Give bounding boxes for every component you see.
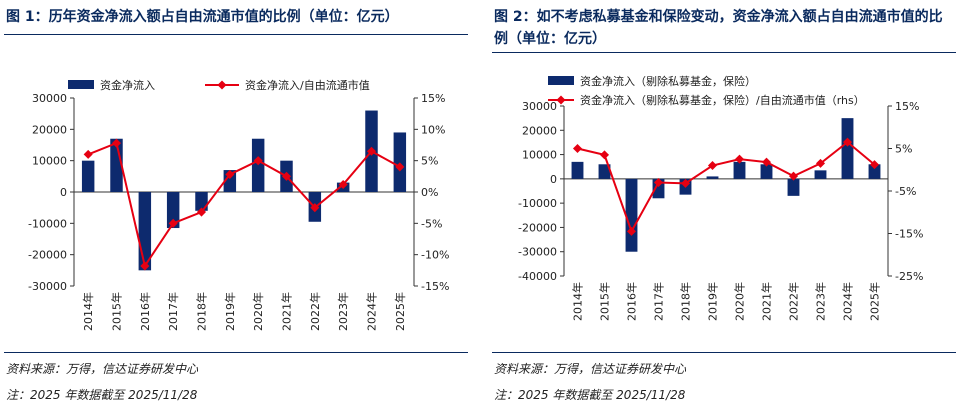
chart-title-1: 图 1：历年资金净流入额占自由流通市值的比例（单位：亿元） <box>6 9 399 25</box>
line-point-marker <box>599 150 610 160</box>
left-tick-label: 30000 <box>522 100 557 113</box>
line-point-marker <box>395 162 405 172</box>
right-tick-label: 10% <box>421 123 445 136</box>
chart-panel-2: 图 2：如不考虑私募基金和保险变动，资金净流入额占自由流通市值的比例（单位：亿元… <box>488 0 960 411</box>
bar <box>251 138 265 192</box>
legend-swatch-bar <box>548 76 574 85</box>
category-label: 2014年 <box>81 292 95 331</box>
right-tick-label: 0% <box>421 186 438 199</box>
legend-swatch-bar <box>68 80 94 89</box>
category-label: 2020年 <box>251 292 265 331</box>
chart-panel-1: 图 1：历年资金净流入额占自由流通市值的比例（单位：亿元） -30000 -200… <box>0 0 472 411</box>
right-tick-label: -25% <box>895 270 923 283</box>
category-label: 2019年 <box>706 282 720 321</box>
category-label: 2015年 <box>110 292 124 331</box>
category-label: 2023年 <box>336 292 350 331</box>
legend-label-bar: 资金净流入（剔除私募基金，保险） <box>580 74 756 88</box>
bar <box>81 160 95 192</box>
category-label: 2025年 <box>868 282 882 321</box>
source-note-1: 资料来源：万得，信达证券研发中心 <box>6 362 199 376</box>
legend-label-bar: 资金净流入 <box>100 78 155 92</box>
right-tick-label: -5% <box>895 185 916 198</box>
category-label: 2022年 <box>308 292 322 331</box>
category-label: 2020年 <box>733 282 747 321</box>
category-label: 2024年 <box>841 282 855 321</box>
left-tick-label: 30000 <box>32 92 67 105</box>
line-point-marker <box>140 261 150 271</box>
ratio-line <box>87 141 401 269</box>
category-label: 2019年 <box>223 292 237 331</box>
line-point-marker <box>196 207 207 217</box>
left-tick-label: -30000 <box>28 280 67 293</box>
bar <box>393 132 407 192</box>
bar <box>733 161 746 179</box>
category-label: 2018年 <box>679 282 693 321</box>
legend-label-line: 资金净流入/自由流通市值 <box>245 78 370 92</box>
footnote-2: 注：2025 年数据截至 2025/11/28 <box>494 388 686 402</box>
line-point-marker <box>572 143 583 154</box>
left-tick-label: 20000 <box>32 123 67 136</box>
bar <box>868 164 881 179</box>
bar <box>787 178 800 196</box>
left-tick-label: 0 <box>550 173 557 186</box>
category-label: 2022年 <box>787 282 801 321</box>
bottom-rule-1 <box>4 352 468 353</box>
right-tick-label: 15% <box>421 92 445 105</box>
category-label: 2014年 <box>571 282 585 321</box>
left-tick-label: 20000 <box>522 124 557 137</box>
category-label: 2023年 <box>814 282 828 321</box>
title-rule-2 <box>492 52 956 53</box>
bar <box>166 192 180 229</box>
category-label: 2017年 <box>166 292 180 331</box>
category-label: 2021年 <box>760 282 774 321</box>
left-tick-label: 10000 <box>522 149 557 162</box>
right-tick-label: -15% <box>421 280 449 293</box>
source-note-2: 资料来源：万得，信达证券研发中心 <box>494 362 687 376</box>
right-tick-label: -5% <box>421 217 442 230</box>
category-label: 2025年 <box>393 292 407 331</box>
bar <box>598 164 611 179</box>
line-point-marker <box>83 149 93 159</box>
bar <box>814 170 827 179</box>
category-label: 2018年 <box>195 292 209 331</box>
category-label: 2017年 <box>652 282 666 321</box>
bar <box>625 178 638 252</box>
category-label: 2021年 <box>280 292 294 331</box>
right-tick-label: 15% <box>895 100 919 113</box>
left-tick-label: -20000 <box>518 221 557 234</box>
bar <box>110 138 123 192</box>
bar <box>571 161 584 179</box>
bar <box>706 176 719 179</box>
category-label: 2016年 <box>625 282 639 321</box>
right-tick-label: -15% <box>895 228 923 241</box>
bar <box>841 118 854 179</box>
bottom-rule-2 <box>492 352 956 353</box>
left-tick-label: 0 <box>60 186 67 199</box>
left-tick-label: -20000 <box>28 249 67 262</box>
legend-swatch-marker <box>556 95 566 105</box>
right-tick-label: 5% <box>421 155 438 168</box>
bar <box>760 164 773 179</box>
chart-2-svg: -40000 -30000 -20000 -10000 0 10000 20000 30000… <box>518 74 923 321</box>
category-label: 2015年 <box>598 282 612 321</box>
line-point-marker <box>338 179 348 190</box>
right-tick-label: 5% <box>895 143 912 156</box>
right-tick-label: -10% <box>421 249 449 262</box>
left-tick-label: -10000 <box>518 197 557 210</box>
category-label: 2016年 <box>138 292 152 331</box>
left-tick-label: -40000 <box>518 270 557 283</box>
category-label: 2024年 <box>365 292 379 331</box>
left-tick-label: -30000 <box>518 246 557 259</box>
title-rule-1 <box>4 34 468 35</box>
bar <box>652 178 665 199</box>
ratio-line <box>577 140 876 234</box>
legend-label-line: 资金净流入（剔除私募基金，保险）/自由流通市值（rhs） <box>580 93 865 107</box>
chart-title-2: 图 2：如不考虑私募基金和保险变动，资金净流入额占自由流通市值的比例（单位：亿元… <box>494 9 943 47</box>
left-tick-label: 10000 <box>32 155 67 168</box>
chart-1-svg: -30000 -20000 -10000 0 10000 20000 30000 -15% -1… <box>28 78 449 331</box>
bar <box>195 192 208 211</box>
legend-swatch-marker <box>217 80 227 90</box>
footnote-1: 注：2025 年数据截至 2025/11/28 <box>6 388 198 402</box>
left-tick-label: -10000 <box>28 217 67 230</box>
